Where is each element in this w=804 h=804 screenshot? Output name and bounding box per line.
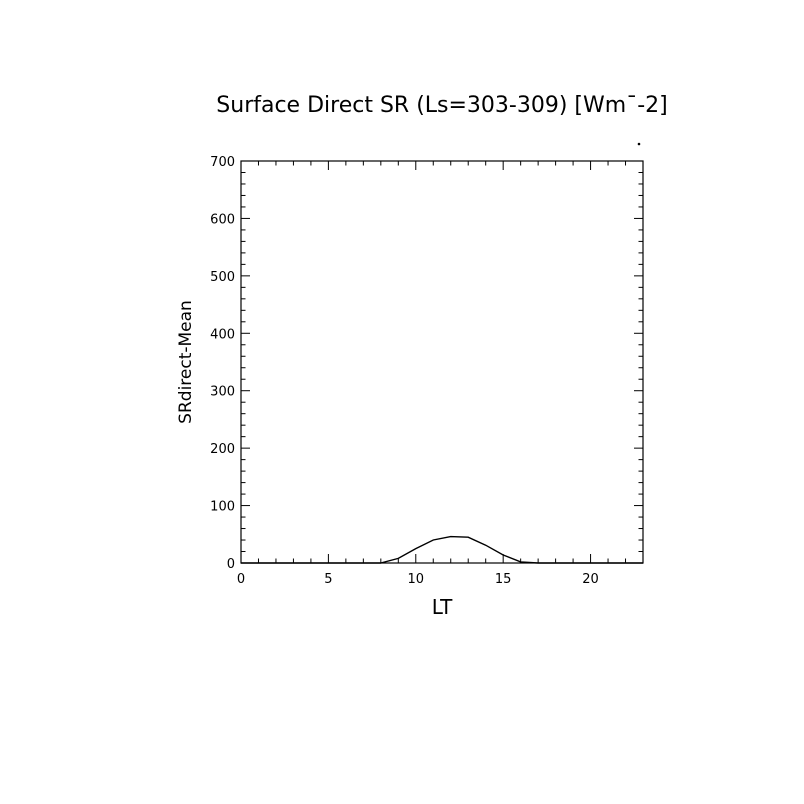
x-tick-label: 10 — [408, 572, 425, 587]
x-tick-label: 15 — [495, 572, 512, 587]
y-tick-label: 300 — [210, 385, 235, 400]
y-tick-label: 100 — [210, 500, 235, 515]
x-tick-label: 5 — [324, 572, 332, 587]
plot-area-frame — [240, 160, 644, 564]
series-line — [241, 535, 643, 564]
y-axis-label: SRdirect-Mean — [176, 300, 196, 424]
y-tick-label: 700 — [210, 155, 235, 170]
x-tick-label: 0 — [237, 572, 245, 587]
y-tick-label: 400 — [210, 327, 235, 342]
x-tick-label: 20 — [582, 572, 599, 587]
x-axis-label: LT — [432, 595, 453, 619]
chart-title: Surface Direct SR (Ls=303-309) [Wm¯-2] — [216, 93, 667, 118]
y-tick-label: 500 — [210, 270, 235, 285]
y-tick-label: 600 — [210, 212, 235, 227]
axis-ticks — [240, 160, 644, 564]
y-tick-label: 200 — [210, 442, 235, 457]
y-tick-label: 0 — [227, 557, 235, 572]
stray-mark — [637, 142, 641, 146]
